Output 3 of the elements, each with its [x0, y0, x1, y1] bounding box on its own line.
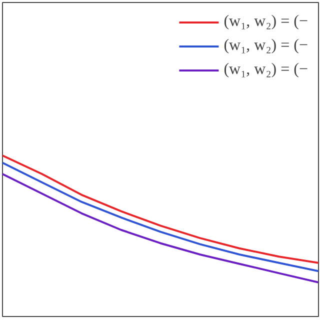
legend-label: (w₁, w₂) = (− [224, 37, 308, 55]
legend-label: (w₁, w₂) = (− [224, 61, 308, 79]
legend-label: (w₁, w₂) = (− [224, 13, 308, 31]
